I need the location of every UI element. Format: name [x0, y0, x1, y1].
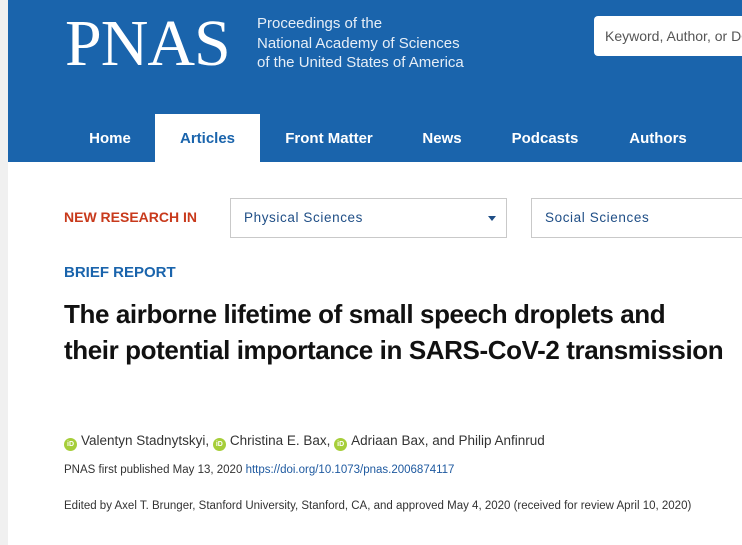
- pub-date: PNAS first published May 13, 2020: [64, 464, 243, 476]
- nav-news[interactable]: News: [422, 130, 462, 147]
- orcid-icon[interactable]: iD: [334, 438, 348, 451]
- journal-line-2: National Academy of Sciences: [257, 34, 460, 52]
- nav-front-matter[interactable]: Front Matter: [285, 130, 373, 147]
- journal-line-3: of the United States of America: [257, 54, 464, 71]
- nav-authors[interactable]: Authors: [629, 130, 687, 147]
- page-frame: PNAS Proceedings of the National Academy…: [8, 0, 742, 545]
- nav-home[interactable]: Home: [89, 130, 131, 147]
- journal-name: Proceedings of the National Academy of S…: [257, 14, 464, 73]
- social-sciences-select[interactable]: Social Sciences: [531, 198, 742, 238]
- doi-link[interactable]: https://doi.org/10.1073/pnas.2006874117: [245, 464, 455, 476]
- pnas-logo[interactable]: PNAS: [65, 7, 231, 80]
- select-value: Social Sciences: [545, 210, 650, 225]
- main-nav: Home Articles Front Matter News Podcasts…: [8, 114, 742, 162]
- orcid-icon[interactable]: iD: [64, 438, 77, 451]
- author-link[interactable]: Christina E. Bax: [229, 433, 327, 448]
- author-link[interactable]: Philip Anfinrud: [458, 433, 545, 448]
- site-header: PNAS Proceedings of the National Academy…: [8, 0, 742, 162]
- journal-line-1: Proceedings of the: [257, 15, 383, 32]
- publication-info: PNAS first published May 13, 2020 https:…: [64, 464, 454, 476]
- select-value: Physical Sciences: [244, 210, 363, 225]
- author-list: iD Valentyn Stadnytskyi, iD Christina E. B…: [64, 433, 545, 451]
- author-link[interactable]: Adriaan Bax: [351, 433, 425, 448]
- nav-articles[interactable]: Articles: [155, 114, 260, 162]
- article-type: BRIEF REPORT: [64, 264, 176, 281]
- chevron-down-icon: [488, 216, 496, 221]
- nav-podcasts[interactable]: Podcasts: [511, 130, 579, 147]
- new-research-label: NEW RESEARCH IN: [64, 209, 198, 225]
- article-title: The airborne lifetime of small speech dr…: [64, 299, 724, 365]
- search-box: [594, 16, 742, 56]
- author-link[interactable]: Valentyn Stadnytskyi: [81, 433, 206, 448]
- search-input[interactable]: [594, 16, 742, 56]
- physical-sciences-select[interactable]: Physical Sciences: [230, 198, 507, 238]
- orcid-icon[interactable]: iD: [212, 438, 226, 451]
- editor-note: Edited by Axel T. Brunger, Stanford Univ…: [64, 500, 692, 512]
